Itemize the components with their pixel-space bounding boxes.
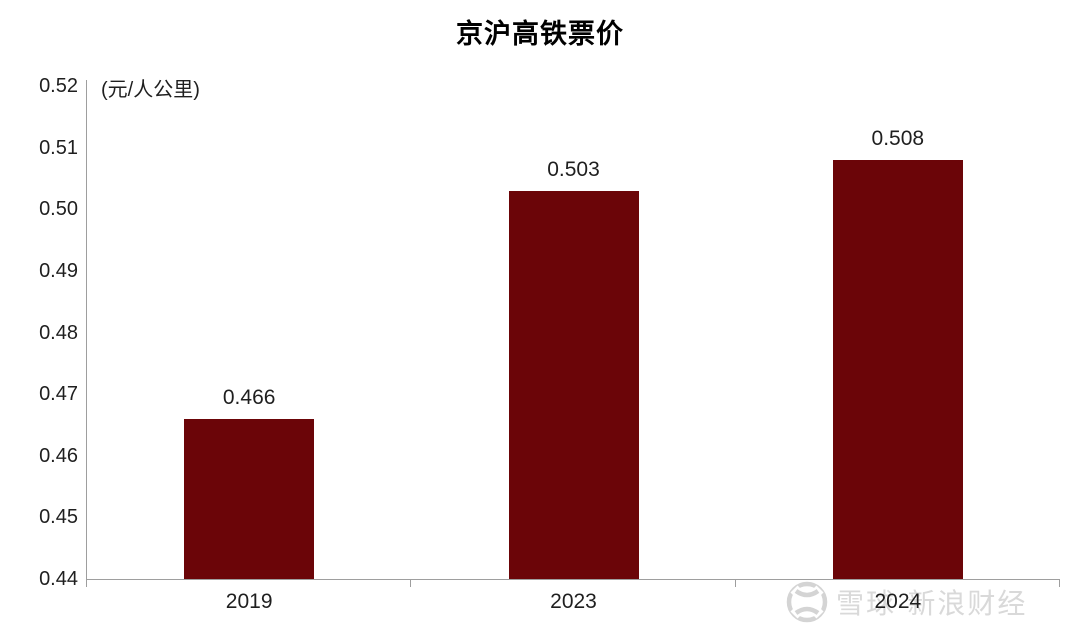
bar-value-label: 0.503 xyxy=(547,157,600,181)
y-axis-unit-label: (元/人公里) xyxy=(101,79,200,101)
watermark: 雪球·新浪财经 xyxy=(784,579,1027,625)
watermark-text: 雪球·新浪财经 xyxy=(836,588,1028,619)
bar-value-label: 0.508 xyxy=(871,126,925,150)
x-axis-tick-mark xyxy=(1059,579,1060,587)
x-axis-tick-label: 2024 xyxy=(874,590,922,613)
y-axis-tick-label: 0.50 xyxy=(39,198,78,221)
y-axis-line xyxy=(86,80,87,587)
x-axis-tick-mark xyxy=(410,579,412,587)
bar-value-label: 0.466 xyxy=(222,385,276,409)
y-axis-tick-label: 0.44 xyxy=(39,568,78,590)
bar xyxy=(832,159,963,579)
y-axis-tick-label: 0.48 xyxy=(39,321,78,344)
bar xyxy=(508,190,639,579)
y-axis-tick-label: 0.52 xyxy=(39,75,78,97)
x-axis-tick-mark xyxy=(734,579,736,587)
bar xyxy=(184,418,315,579)
y-axis-tick-label: 0.47 xyxy=(39,383,78,406)
y-axis-tick-label: 0.46 xyxy=(39,444,78,467)
x-axis-tick-label: 2023 xyxy=(550,590,597,613)
y-axis-tick-label: 0.45 xyxy=(39,506,78,529)
y-axis-tick-label: 0.49 xyxy=(39,259,78,282)
xueqiu-logo-icon xyxy=(784,579,830,625)
y-axis-tick-label: 0.51 xyxy=(39,136,78,159)
x-axis-tick-label: 2019 xyxy=(225,590,273,613)
chart-title: 京沪高铁票价 xyxy=(456,19,624,49)
x-axis-line xyxy=(86,579,1060,580)
